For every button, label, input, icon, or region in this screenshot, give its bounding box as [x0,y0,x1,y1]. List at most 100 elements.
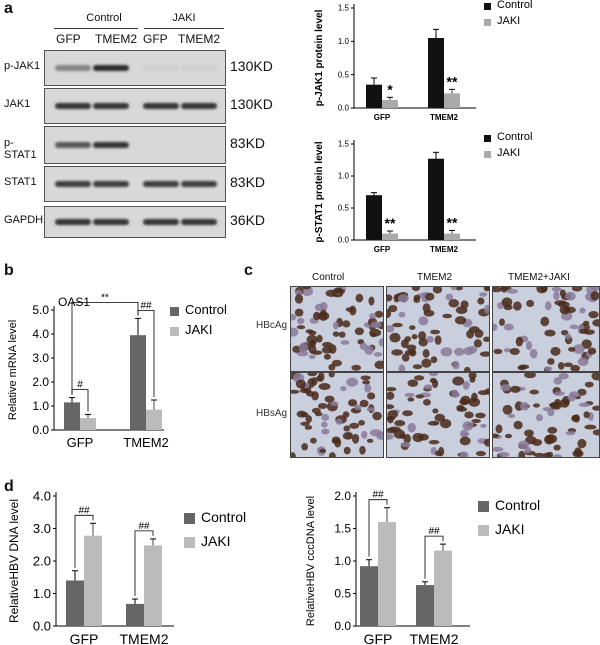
x-tick-label: GFP [70,631,99,645]
ihc-image [290,286,384,372]
lane-label: GFP [56,32,81,46]
y-tick-label: 5.0 [32,303,49,317]
significance-mark: ## [140,300,152,311]
bar [444,93,460,108]
y-tick-label: 0.0 [32,423,49,437]
legend-label: JAKI [201,533,231,549]
y-tick-label: 2.0 [334,489,351,503]
bar [130,335,146,430]
group-header-jaki: JAKI [172,12,196,24]
blot-protein-label: GAPDH [4,214,44,226]
blot-band [181,65,217,71]
group-underline-control [54,28,138,29]
blot-protein-label: p-STAT1 [4,137,37,161]
ihc-row-label: HBcAg [256,320,288,331]
y-tick-label: 3.0 [33,521,51,536]
legend-swatch [484,19,491,26]
lane-label: TMEM2 [95,32,137,46]
panel-label-d: d [4,478,14,495]
bar [382,100,398,108]
y-tick-label: 1.5 [338,140,350,149]
y-axis-label: RelativeHBV DNA level [7,499,21,623]
significance-bracket [71,302,139,395]
blot-band [181,181,217,187]
bar [360,566,378,626]
bar [80,418,96,430]
pjak1-chart: p-JAK1 protein level 0.0 0.5 1.0 1.5 GFP TMEM2… [314,0,532,122]
legend-swatch [478,501,489,512]
ihc-image [492,372,600,458]
x-tick-label: GFP [364,631,393,645]
blot-row [44,126,226,164]
bar [146,409,162,430]
group-underline-jaki [144,28,224,29]
legend-swatch [478,525,489,536]
significance-bracket [424,535,444,579]
y-tick-label: 0.0 [338,104,350,113]
legend-swatch [484,135,491,142]
significance-mark: # [77,380,83,391]
x-tick-label: GFP [374,113,391,122]
x-tick-label: TMEM2 [123,435,169,450]
legend-label: JAKI [495,521,525,537]
blot-row [44,206,226,238]
y-axis-label: Relative mRNA level [7,320,19,420]
x-tick-label: TMEM2 [120,631,169,645]
significance-bracket [368,499,388,557]
x-tick-label: GFP [67,435,94,450]
blot-band [93,142,129,148]
blot-band [93,181,129,187]
significance-mark: ** [385,215,396,231]
bar [64,402,80,430]
lane-label: GFP [143,32,168,46]
ihc-row-label: HBsAg [256,408,288,419]
y-tick-label: 1.0 [338,172,350,181]
group-header-control: Control [86,12,122,24]
blot-band [93,219,129,225]
oas1-chart: Relative mRNA level0.01.02.03.04.05.0OAS… [7,292,227,450]
blot-band [55,103,91,109]
y-tick-label: 0.0 [334,619,351,633]
significance-mark: ## [138,521,150,532]
y-tick-label: 0.5 [338,70,350,79]
y-axis-label: p-JAK1 protein level [314,9,325,106]
blot-band [93,65,129,71]
blot-row [44,50,226,86]
legend-label: Control [201,509,246,525]
y-tick-label: 3.0 [32,351,49,365]
legend-swatch [184,537,195,548]
legend-label: Control [495,497,540,513]
legend-label: JAKI [497,15,520,27]
blot-band [93,103,129,109]
significance-bracket [74,514,94,568]
legend-swatch [484,3,491,10]
y-tick-label: 0.0 [338,236,350,245]
blot-row [44,88,226,124]
legend-swatch [184,513,195,524]
bar [366,195,382,240]
bar [84,535,102,626]
blot-band [55,181,91,187]
panel-label-a: a [4,0,13,17]
legend-label: Control [497,132,532,143]
x-tick-label: TMEM2 [410,631,459,645]
blot-kd-label: 130KD [230,58,273,74]
significance-bracket [134,530,154,597]
legend-label: JAKI [497,147,520,159]
significance-mark: * [387,81,393,97]
legend-swatch [170,327,179,336]
significance-mark: ** [447,73,458,89]
blot-band [143,103,179,109]
panel-label-c: c [244,262,253,279]
lane-label: TMEM2 [178,32,220,46]
y-axis-label: p-STAT1 protein level [314,141,325,243]
blot-kd-label: 36KD [230,212,266,228]
significance-mark: ** [101,292,109,303]
blot-row [44,166,226,202]
legend-swatch [170,307,179,316]
x-tick-label: GFP [374,245,391,254]
bar [378,522,396,626]
ihc-column-label: Control [312,272,345,283]
y-tick-label: 4.0 [32,327,49,341]
bar [434,550,452,626]
